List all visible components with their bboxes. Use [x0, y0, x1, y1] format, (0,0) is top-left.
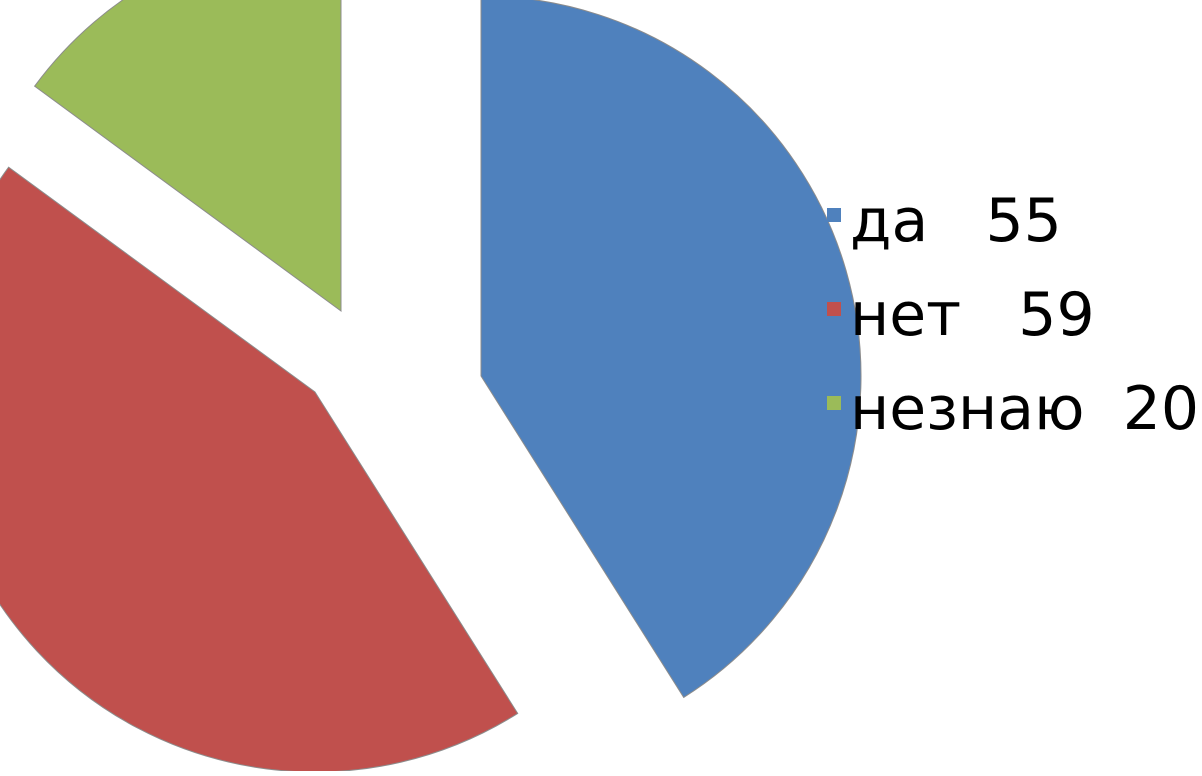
- pie-slices: [0, 0, 862, 773]
- legend-label-3: незнаю 20: [850, 374, 1199, 444]
- pie-slice-1: [480, 0, 862, 699]
- legend-swatch-2: [827, 302, 841, 316]
- legend-item-1: да 55: [827, 186, 1062, 256]
- legend-swatch-1: [827, 208, 841, 222]
- legend-label-1: да 55: [850, 186, 1062, 256]
- legend-item-2: нет 59: [827, 280, 1095, 350]
- legend-item-3: незнаю 20: [827, 374, 1199, 444]
- legend: да 55 нет 59 незнаю 20: [827, 186, 1199, 444]
- legend-swatch-3: [827, 396, 841, 410]
- legend-label-2: нет 59: [850, 280, 1095, 350]
- pie-slice-2: [0, 166, 519, 773]
- pie-slice-3: [33, 0, 342, 312]
